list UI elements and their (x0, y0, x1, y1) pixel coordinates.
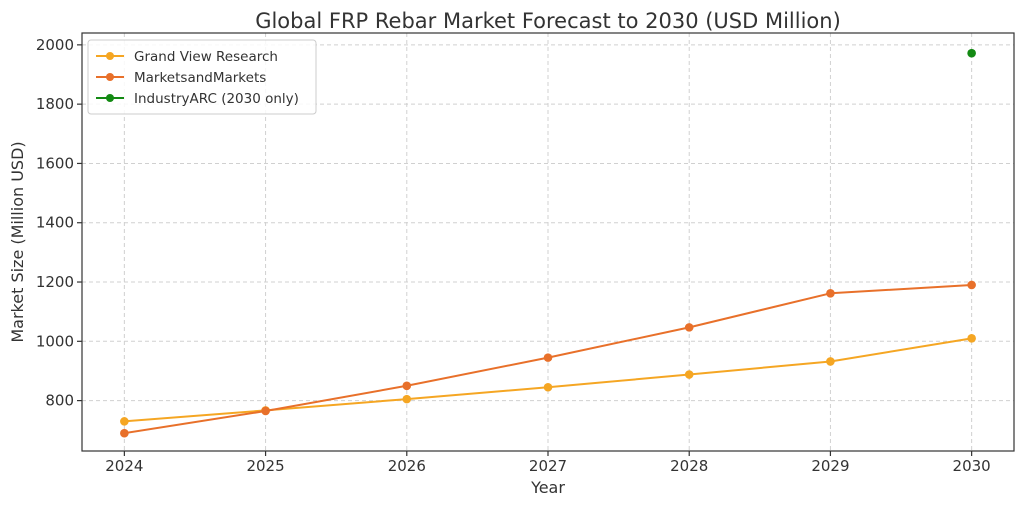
data-point (826, 357, 835, 366)
y-tick-label: 2000 (36, 36, 74, 54)
legend: Grand View Research MarketsandMarkets Indu… (87, 39, 317, 115)
data-point (402, 394, 412, 404)
series-1 (120, 280, 976, 438)
x-tick-label: 2029 (811, 457, 849, 475)
x-tick-label: 2027 (529, 457, 567, 475)
y-tick-label: 800 (45, 392, 74, 410)
chart-title: Global FRP Rebar Market Forecast to 2030… (255, 9, 841, 33)
data-point (120, 417, 129, 426)
x-tick-label: 2030 (953, 457, 991, 475)
series-layer (120, 48, 976, 438)
legend-label: Grand View Research (134, 49, 278, 65)
data-point (402, 381, 412, 391)
x-tick-label: 2025 (246, 457, 284, 475)
data-point (543, 382, 553, 392)
x-tick-label: 2028 (670, 457, 708, 475)
legend-box (87, 39, 317, 115)
data-point (967, 280, 976, 290)
legend-label: IndustryARC (2030 only) (134, 91, 299, 107)
data-point (543, 353, 553, 362)
x-tick-label: 2024 (105, 457, 143, 475)
x-axis-ticks: 2024 2025 2026 2027 2028 2029 2030 (105, 451, 991, 475)
legend-label: MarketsandMarkets (134, 70, 266, 86)
data-point (684, 323, 694, 332)
y-tick-label: 1800 (36, 95, 74, 113)
data-point (684, 370, 694, 379)
y-tick-label: 1400 (36, 214, 74, 232)
y-axis-ticks: 800 1000 1200 1400 1600 1800 2000 (36, 36, 82, 410)
legend-marker (106, 73, 114, 81)
data-point (967, 48, 976, 58)
data-point (261, 406, 270, 416)
data-point (120, 428, 129, 438)
series-2 (967, 48, 976, 58)
y-tick-label: 1200 (36, 273, 74, 291)
y-axis-label: Market Size (Million USD) (8, 141, 27, 342)
x-tick-label: 2026 (388, 457, 426, 475)
y-tick-label: 1000 (36, 332, 74, 350)
y-tick-label: 1600 (36, 154, 74, 172)
legend-marker (106, 94, 114, 102)
data-point (826, 288, 835, 298)
data-point (967, 334, 976, 343)
x-axis-label: Year (530, 478, 565, 497)
legend-marker (106, 52, 114, 60)
